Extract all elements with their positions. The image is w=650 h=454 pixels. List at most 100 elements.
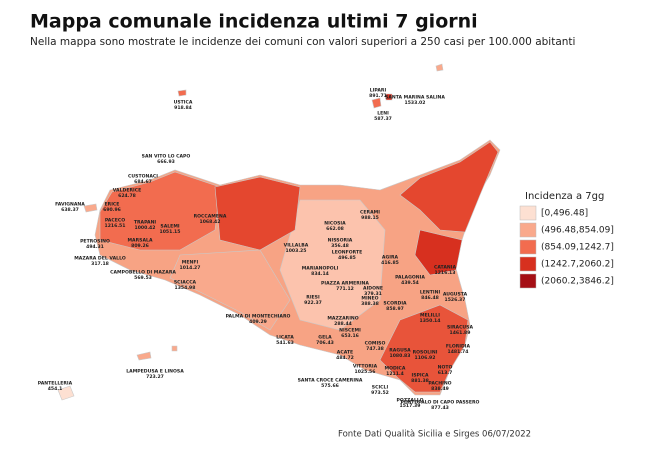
place-value: 439.54 (401, 280, 419, 286)
place-value: 1000.42 (135, 225, 156, 231)
legend-swatch (519, 222, 537, 238)
region-etna (414, 229, 463, 276)
place-name: RIESI (306, 295, 320, 301)
legend-label: (2060.2,3846.2] (541, 277, 614, 287)
place-value: 1068.42 (200, 219, 221, 225)
place-value: 388.38 (361, 301, 379, 307)
place-name: MARSALA (127, 238, 152, 244)
legend-label: (854.09,1242.7] (541, 243, 614, 253)
egadi (83, 203, 98, 213)
place-name: SIRACUSA (447, 325, 474, 331)
place-value: 653.16 (341, 333, 359, 339)
place-value: 587.37 (374, 116, 392, 122)
place-name: SANTA CROCE CAMERINA (298, 378, 363, 384)
place-value: 891.71 (369, 93, 387, 99)
place-value: 684.67 (134, 179, 152, 185)
place-name: USTICA (174, 100, 193, 106)
legend-label: [0,496.48] (541, 209, 588, 219)
place-value: 846.48 (421, 295, 439, 301)
place-name: POZZALLO (396, 398, 423, 404)
place-name: NISCEMI (339, 328, 361, 334)
legend-swatch (519, 205, 537, 221)
place-name: RAGUSA (389, 348, 411, 354)
place-value: 662.08 (326, 226, 344, 232)
place-value: 613.7 (438, 370, 453, 376)
legend-swatch (519, 239, 537, 255)
place-value: 496.85 (338, 255, 356, 261)
place-value: 771.12 (336, 286, 354, 292)
place-value: 1014.27 (180, 265, 201, 271)
place-value: 1106.92 (415, 355, 436, 361)
place-name: MINEO (361, 296, 378, 302)
legend-swatch (519, 256, 537, 272)
place-name: SCIACCA (174, 280, 197, 286)
place-value: 834.14 (311, 271, 329, 277)
place-value: 858.97 (386, 306, 404, 312)
place-name: SAN VITO LO CAPO (142, 154, 191, 160)
place-name: ROCCAMENA (194, 214, 227, 220)
place-value: 416.85 (381, 260, 399, 266)
place-value: 973.52 (371, 390, 389, 396)
lampedusa (136, 351, 152, 361)
place-name: PIAZZA ARMERINA (321, 281, 369, 287)
place-name: VITTORIA (353, 364, 378, 370)
place-value: 1080.83 (390, 353, 411, 359)
linosa (171, 345, 178, 352)
place-name: MODICA (385, 366, 406, 372)
place-name: ERICE (105, 202, 120, 208)
lipari (371, 97, 382, 109)
place-value: 541.63 (276, 340, 294, 346)
place-value: 1025.56 (355, 369, 376, 375)
legend-label: (1242.7,2060.2] (541, 260, 614, 270)
salina (385, 93, 393, 101)
place-value: 575.66 (321, 383, 339, 389)
place-name: MELILLI (420, 313, 440, 319)
place-value: 747.38 (366, 346, 384, 352)
place-name: PANTELLERIA (38, 381, 73, 387)
place-value: 1526.37 (445, 297, 466, 303)
place-name: LAMPEDUSA E LINOSA (126, 369, 184, 375)
subtitle: Nella mappa sono mostrate le incidenze d… (30, 36, 575, 48)
island-shapes (57, 63, 501, 401)
place-name: GELA (318, 335, 332, 341)
place-name: VILLALBA (284, 243, 309, 249)
place-name: AUGUSTA (443, 292, 468, 298)
place-name: PACHINO (428, 381, 451, 387)
place-value: 809.26 (131, 243, 149, 249)
region-west (99, 171, 221, 251)
place-name: CAMPOBELLO DI MAZARA (110, 270, 176, 276)
place-value: 922.37 (304, 300, 322, 306)
place-name: SANTA MARINA SALINA (385, 95, 445, 101)
region-palermo (214, 176, 301, 251)
place-value: 317.18 (91, 261, 109, 267)
place-value: 1216.13 (435, 270, 456, 276)
place-name: MAZZARINO (327, 316, 358, 322)
region-center (279, 199, 386, 331)
region-north-east (399, 141, 499, 233)
place-name: COMISO (365, 341, 386, 347)
place-name: ISPICA (411, 373, 428, 379)
place-name: PALAGONIA (395, 275, 425, 281)
place-value: 690.96 (103, 207, 121, 213)
place-value: 484.72 (336, 355, 354, 361)
legend-title: Incidenza a 7gg (525, 191, 604, 202)
place-value: 379.31 (364, 291, 382, 297)
place-name: MAZARA DEL VALLO (74, 256, 126, 262)
place-name: PACECO (105, 218, 125, 224)
place-name: SCICLI (372, 385, 389, 391)
stromboli (435, 63, 444, 72)
place-name: FAVIGNANA (55, 202, 85, 208)
place-value: 356.48 (331, 243, 349, 249)
region-south-east (379, 304, 469, 393)
place-value: 706.43 (316, 340, 334, 346)
place-name: AGIRA (382, 255, 399, 261)
place-value: 494.31 (86, 244, 104, 250)
place-name: MARIANOPOLI (302, 266, 339, 272)
place-value: 1354.98 (175, 285, 196, 291)
place-value: 569.53 (134, 275, 152, 281)
place-name: MENFI (182, 260, 199, 266)
legend-swatch (519, 273, 537, 289)
